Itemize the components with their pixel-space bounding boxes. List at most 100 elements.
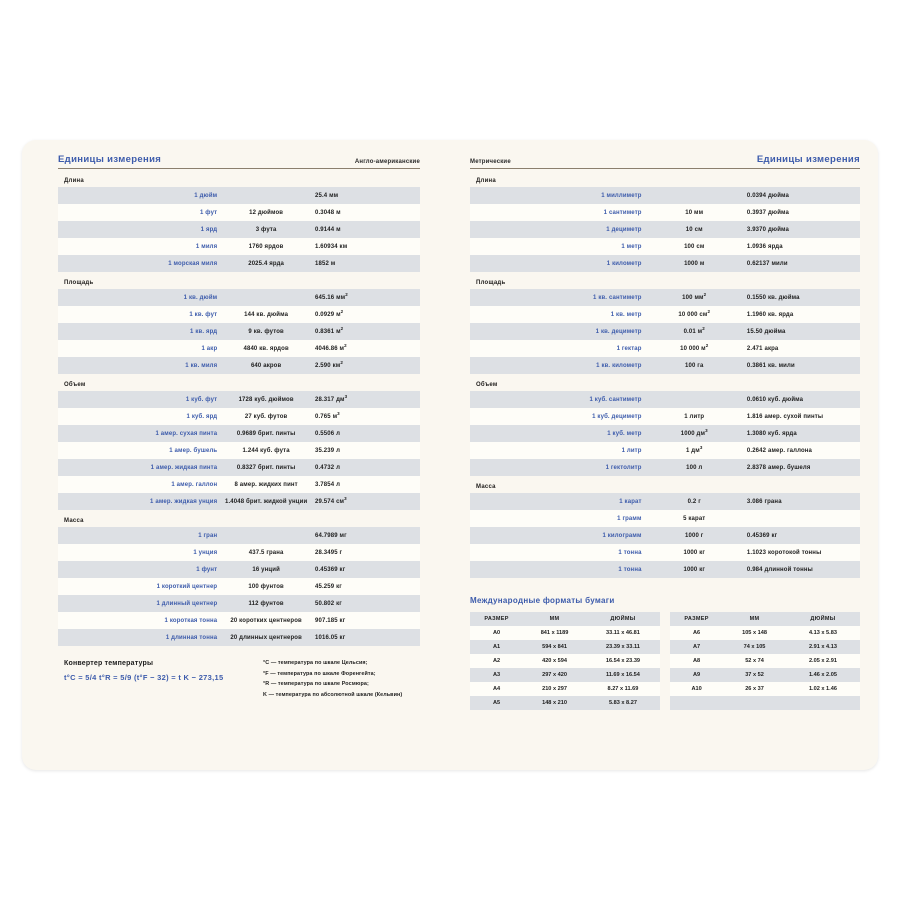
cell-c1: 1 амер. сухая пинта [58, 425, 218, 442]
paper-cell-inch: 2.91 x 4.13 [785, 640, 860, 654]
paper-cell-inch: 33.11 x 46.81 [585, 626, 660, 640]
cell-c3: 0.4732 л [315, 459, 420, 476]
table-row: 1 карат 0.2 г 3.086 грана [470, 493, 860, 510]
cell-c1: 1 длинный центнер [58, 595, 218, 612]
cell-c3: 64.7989 мг [315, 527, 420, 544]
cell-c1: 1 амер. галлон [58, 476, 218, 493]
cell-c3: 907.185 кг [315, 612, 420, 629]
cell-c2: 4840 кв. ярдов [217, 340, 315, 357]
paper-cell-size: A5 [470, 696, 524, 710]
cell-c3: 35.239 л [315, 442, 420, 459]
paper-formats-block: Международные форматы бумаги РАЗМЕР ММ ДЮЙ… [470, 596, 860, 710]
table-row: 1 длинная тонна 20 длинных центнеров 1016.… [58, 629, 420, 646]
cell-c3: 2.590 км2 [315, 357, 420, 374]
paper-cell-size: A0 [470, 626, 524, 640]
cell-c3: 0.3937 дюйма [746, 204, 860, 221]
table-row: 1 короткий центнер 100 фунтов 45.259 кг [58, 578, 420, 595]
cell-c1: 1 кв. миля [58, 357, 218, 374]
cell-c2 [641, 187, 747, 204]
cell-c2: 10 мм [641, 204, 747, 221]
cell-c2: 1.4048 брит. жидкой унции [217, 493, 315, 510]
paper-cell-mm: 148 x 210 [523, 696, 586, 710]
right-column: Единицы измерения Метрические Длина 1 мил… [470, 154, 860, 710]
conversion-table: 1 карат 0.2 г 3.086 грана 1 грамм 5 карат 1 к… [470, 493, 860, 578]
table-row: 1 куб. ярд 27 куб. футов 0.765 м3 [58, 408, 420, 425]
temperature-legend-item: °F — температура по шкале Форенгейта; [263, 670, 376, 677]
group-label: Длина [64, 178, 84, 184]
cell-c3: 45.259 кг [315, 578, 420, 595]
table-row: 1 гектолитр 100 л 2.8378 амер. бушеля [470, 459, 860, 476]
left-sections: Длина 1 дюйм 25.4 мм 1 фут 12 дюймов 0.3048 м… [58, 178, 420, 646]
table-row: 1 куб. дециметр 1 литр 1.816 амер. сухой п… [470, 408, 860, 425]
temperature-converter-formula: t°C = 5/4 t°R = 5/9 (t°F − 32) = t K − 2… [64, 673, 224, 682]
cell-c3: 0.0610 куб. дюйма [746, 391, 860, 408]
cell-c3: 645.16 мм2 [315, 289, 420, 306]
cell-c3: 2.471 акра [746, 340, 860, 357]
right-header-brand: Единицы измерения [756, 154, 860, 165]
paper-cell-size: A1 [470, 640, 524, 654]
cell-c1: 1 гектар [470, 340, 642, 357]
paper-formats-table-left: РАЗМЕР ММ ДЮЙМЫ A0 841 x 1189 33.11 x 46.81 A1… [470, 612, 660, 710]
paper-table-row: A5 148 x 210 5.83 x 8.27 [470, 696, 660, 710]
table-row: 1 ярд 3 фута 0.9144 м [58, 221, 420, 238]
cell-c2: 0.2 г [641, 493, 747, 510]
temperature-converter: Конвертер температуры t°C = 5/4 t°R = 5/… [58, 660, 420, 698]
cell-c2: 5 карат [641, 510, 747, 527]
conversion-table: 1 миллиметр 0.0394 дюйма 1 сантиметр 10 мм 0… [470, 187, 860, 272]
paper-table-row: A9 37 x 52 1.46 x 2.05 [670, 668, 860, 682]
cell-c2: 27 куб. футов [217, 408, 315, 425]
table-row: 1 гран 64.7989 мг [58, 527, 420, 544]
cell-c3: 0.0394 дюйма [746, 187, 860, 204]
cell-c1: 1 куб. фут [58, 391, 218, 408]
table-row: 1 фут 12 дюймов 0.3048 м [58, 204, 420, 221]
cell-c3: 3.9370 дюйма [746, 221, 860, 238]
cell-c2: 640 акров [217, 357, 315, 374]
cell-c1: 1 сантиметр [470, 204, 642, 221]
cell-c3: 2.8378 амер. бушеля [746, 459, 860, 476]
cell-c1: 1 куб. ярд [58, 408, 218, 425]
table-row: 1 кв. метр 10 000 см2 1.1960 кв. ярда [470, 306, 860, 323]
right-header-side-label: Метрические [470, 159, 511, 165]
cell-c2: 0.01 м2 [641, 323, 747, 340]
cell-c1: 1 акр [58, 340, 218, 357]
cell-c3: 1.1023 коротокой тонны [746, 544, 860, 561]
group-label: Длина [476, 178, 496, 184]
cell-c2: 100 фунтов [217, 578, 315, 595]
cell-c1: 1 дюйм [58, 187, 218, 204]
cell-c2: 20 длинных центнеров [217, 629, 315, 646]
cell-c1: 1 дециметр [470, 221, 642, 238]
cell-c2 [217, 289, 315, 306]
cell-c2: 9 кв. футов [217, 323, 315, 340]
cell-c3: 0.765 м3 [315, 408, 420, 425]
cell-c3: 0.1550 кв. дюйма [746, 289, 860, 306]
paper-cell-mm: 297 x 420 [523, 668, 586, 682]
cell-c2: 1000 м [641, 255, 747, 272]
table-row: 1 дюйм 25.4 мм [58, 187, 420, 204]
cell-c1: 1 кв. сантиметр [470, 289, 642, 306]
temperature-legend-item: K — температура по абсолютной шкале (Кел… [263, 691, 403, 698]
paper-table-row: A0 841 x 1189 33.11 x 46.81 [470, 626, 660, 640]
table-row: 1 короткая тонна 20 коротких центнеров 907… [58, 612, 420, 629]
cell-c3: 0.984 длинной тонны [746, 561, 860, 578]
table-row: 1 литр 1 дм3 0.2642 амер. галлона [470, 442, 860, 459]
cell-c3: 1.816 амер. сухой пинты [746, 408, 860, 425]
cell-c2: 100 л [641, 459, 747, 476]
cell-c3: 0.3861 кв. мили [746, 357, 860, 374]
paper-table-row: A2 420 x 594 16.54 x 23.39 [470, 654, 660, 668]
cell-c3: 3.086 грана [746, 493, 860, 510]
table-row: 1 грамм 5 карат [470, 510, 860, 527]
cell-c3: 1.60934 км [315, 238, 420, 255]
left-header-brand: Единицы измерения [58, 154, 162, 165]
cell-c2: 10 000 м2 [641, 340, 747, 357]
paper-cell-size: A9 [670, 668, 724, 682]
cell-c2: 1 дм3 [641, 442, 747, 459]
paper-column-header: РАЗМЕР [670, 612, 724, 626]
paper-cell-size: A10 [670, 682, 724, 696]
cell-c2: 10 000 см2 [641, 306, 747, 323]
group-label: Площадь [64, 280, 94, 286]
table-row: 1 сантиметр 10 мм 0.3937 дюйма [470, 204, 860, 221]
cell-c3: 1.0936 ярда [746, 238, 860, 255]
cell-c1: 1 амер. жидкая унция [58, 493, 218, 510]
paper-column-header: ММ [523, 612, 586, 626]
paper-cell-inch: 1.02 x 1.46 [785, 682, 860, 696]
